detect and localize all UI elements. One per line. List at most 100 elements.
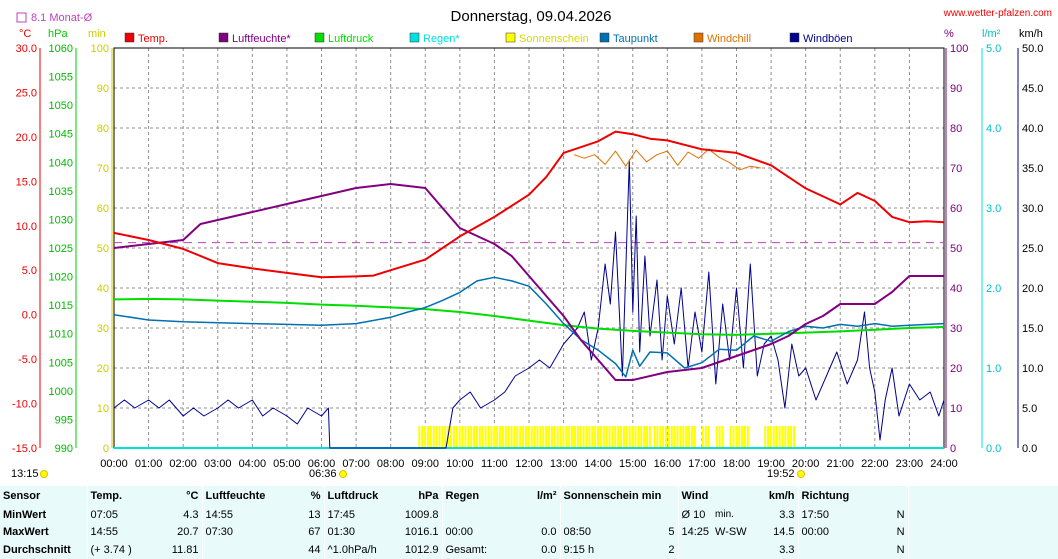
row-label: Durchschnitt <box>3 544 71 557</box>
sunshine-bar <box>467 426 470 448</box>
x-tick-label: 06:00 <box>308 458 336 470</box>
rain-tick-label: 2.0 <box>986 283 1001 295</box>
sunshine-bar <box>784 426 787 448</box>
hum-time: 07:30 <box>201 523 270 542</box>
sunshine-bar <box>516 426 519 448</box>
sunshine-bar <box>729 426 732 448</box>
hum-value: 13 <box>308 508 321 521</box>
legend-label: Windchill <box>707 33 751 45</box>
pressure-tick-label: 1060 <box>49 43 73 55</box>
sunshine-bar <box>524 426 527 448</box>
sunshine-bar <box>579 426 582 448</box>
sun-value: 2 <box>668 544 675 557</box>
sunshine-bar <box>778 426 781 448</box>
hdr-sunshine: Sonnenschein min <box>559 486 679 506</box>
legend-swatch <box>505 32 516 43</box>
x-tick-label: 21:00 <box>826 458 854 470</box>
unit-percent: % <box>944 28 954 40</box>
percent-tick-label: 80 <box>950 123 962 135</box>
dir-time: 17:50 <box>797 505 869 524</box>
sunshine-bar <box>605 426 608 448</box>
temp-tick-label: 30.0 <box>16 43 37 55</box>
sunshine-bar <box>792 426 795 448</box>
x-tick-label: 01:00 <box>135 458 163 470</box>
percent-tick-label: 60 <box>950 203 962 215</box>
sunshine-bar <box>418 426 421 448</box>
press-value: 1016.1 <box>404 526 439 539</box>
minutes-tick-label: 40 <box>97 283 109 295</box>
sunshine-bar <box>614 426 617 448</box>
dir-time: 00:00 <box>797 523 869 542</box>
sunshine-bar <box>571 426 574 448</box>
sunshine-bar <box>597 426 600 448</box>
minutes-tick-label: 70 <box>97 163 109 175</box>
sunshine-bar <box>767 426 770 448</box>
sunshine-bar <box>568 426 571 448</box>
sunshine-bar <box>625 426 628 448</box>
row-label: MaxWert <box>3 526 49 539</box>
row-spacer <box>907 523 1058 542</box>
sunshine-bar <box>435 426 438 448</box>
x-tick-label: 20:00 <box>792 458 820 470</box>
chart-grid <box>114 48 944 448</box>
sunshine-bar <box>715 426 718 448</box>
sunshine-bar <box>685 426 688 448</box>
wind-tick-label: 20.0 <box>1022 283 1043 295</box>
press-time: 17:45 <box>323 505 390 524</box>
sunshine-bar <box>775 426 778 448</box>
pressure-tick-label: 1025 <box>49 243 73 255</box>
pressure-tick-label: 1035 <box>49 186 73 198</box>
sunshine-bar <box>628 426 631 448</box>
sunshine-bar <box>743 426 746 448</box>
sunshine-bar <box>631 426 634 448</box>
hdr-rain-unit: l/m² <box>536 489 557 502</box>
sunshine-bar <box>582 426 585 448</box>
legend-label: Windböen <box>803 33 853 45</box>
site-link[interactable]: www.wetter-pfalzen.com <box>943 8 1052 19</box>
hdr-wind-unit: km/h <box>768 489 795 502</box>
hdr-wind: Wind <box>677 486 757 506</box>
sunset-icon <box>797 470 805 478</box>
sunshine-bar <box>732 426 735 448</box>
sun-time: 9:15 h <box>559 541 636 559</box>
temp-value: 4.3 <box>183 508 199 521</box>
sunshine-bar <box>556 426 559 448</box>
chart-legend: Temp. Luftfeuchte* Luftdruck Regen* Sonnensc… <box>124 32 853 45</box>
percent-tick-label: 0 <box>950 443 956 455</box>
sunshine-bar <box>487 426 490 448</box>
legend-swatch <box>693 32 704 43</box>
sunshine-bar <box>679 426 682 448</box>
sun-time: 08:50 <box>559 523 636 542</box>
sunshine-bar <box>640 426 643 448</box>
dir-value: N <box>896 544 905 557</box>
sunshine-bar <box>688 426 691 448</box>
percent-tick-label: 50 <box>950 243 962 255</box>
pressure-tick-label: 1000 <box>49 386 73 398</box>
sunshine-bar <box>429 426 432 448</box>
pressure-tick-label: 1055 <box>49 72 73 84</box>
rain-value <box>504 506 560 524</box>
stats-row-avg: Durchschnitt (+ 3.74 ) 11.81 44 ^1.0hPa/… <box>0 541 1058 559</box>
sunshine-bar <box>522 426 525 448</box>
series-taupunkt <box>113 276 945 378</box>
sunshine-bar <box>475 426 478 448</box>
wind-time <box>677 541 713 559</box>
sunshine-bar <box>562 426 565 448</box>
sunshine-bar <box>718 426 721 448</box>
minutes-tick-label: 20 <box>97 363 109 375</box>
sunshine-bar <box>653 426 656 448</box>
press-value: 1012.9 <box>404 544 439 557</box>
sunshine-bar <box>741 426 744 448</box>
rain-tick-label: 0.0 <box>986 443 1001 455</box>
x-tick-label: 00:00 <box>100 458 128 470</box>
sunshine-bar <box>533 426 536 448</box>
press-time: 01:30 <box>323 523 390 542</box>
unit-kmh: km/h <box>1019 28 1043 40</box>
temp-tick-label: 10.0 <box>16 221 37 233</box>
pressure-tick-label: 1050 <box>49 100 73 112</box>
wind-tick-label: 25.0 <box>1022 243 1043 255</box>
sunshine-bar <box>665 426 668 448</box>
sunset-label: 19:52 <box>767 468 795 480</box>
pressure-tick-label: 1005 <box>49 357 73 369</box>
legend-swatch <box>409 32 420 43</box>
